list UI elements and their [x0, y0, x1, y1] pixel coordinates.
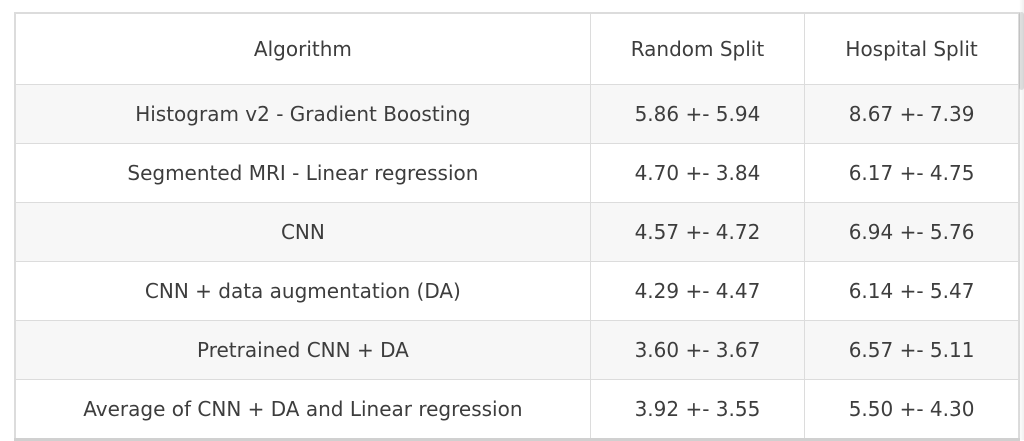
algorithm-cell: Pretrained CNN + DA	[13, 320, 591, 380]
scrollbar-thumb[interactable]	[1019, 12, 1024, 90]
header-row: Algorithm Random Split Hospital Split	[13, 12, 1021, 85]
hospital-split-cell: 8.67 +- 7.39	[804, 84, 1021, 144]
scrollbar-track[interactable]	[1019, 0, 1024, 440]
table-body: Histogram v2 - Gradient Boosting 5.86 +-…	[13, 84, 1021, 441]
hospital-split-cell: 6.94 +- 5.76	[804, 202, 1021, 262]
random-split-cell: 4.70 +- 3.84	[589, 143, 806, 203]
column-header-algorithm: Algorithm	[13, 12, 591, 85]
column-header-hospital-split: Hospital Split	[804, 12, 1021, 85]
algorithm-cell: CNN	[13, 202, 591, 262]
hospital-split-cell: 6.14 +- 5.47	[804, 261, 1021, 321]
hospital-split-cell: 6.57 +- 5.11	[804, 320, 1021, 380]
hospital-split-cell: 5.50 +- 4.30	[804, 379, 1021, 441]
table-row: Average of CNN + DA and Linear regressio…	[13, 379, 1021, 441]
algorithm-cell: CNN + data augmentation (DA)	[13, 261, 591, 321]
algorithm-cell: Segmented MRI - Linear regression	[13, 143, 591, 203]
random-split-cell: 3.60 +- 3.67	[589, 320, 806, 380]
column-header-random-split: Random Split	[589, 12, 806, 85]
hospital-split-cell: 6.17 +- 4.75	[804, 143, 1021, 203]
table-row: Segmented MRI - Linear regression 4.70 +…	[13, 143, 1021, 203]
algorithm-cell: Histogram v2 - Gradient Boosting	[13, 84, 591, 144]
results-table: Algorithm Random Split Hospital Split Hi…	[13, 12, 1021, 441]
results-table-container: Algorithm Random Split Hospital Split Hi…	[13, 12, 1021, 441]
table-row: Pretrained CNN + DA 3.60 +- 3.67 6.57 +-…	[13, 320, 1021, 380]
algorithm-cell: Average of CNN + DA and Linear regressio…	[13, 379, 591, 441]
table-row: CNN + data augmentation (DA) 4.29 +- 4.4…	[13, 261, 1021, 321]
random-split-cell: 4.29 +- 4.47	[589, 261, 806, 321]
table-row: CNN 4.57 +- 4.72 6.94 +- 5.76	[13, 202, 1021, 262]
random-split-cell: 3.92 +- 3.55	[589, 379, 806, 441]
table-row: Histogram v2 - Gradient Boosting 5.86 +-…	[13, 84, 1021, 144]
random-split-cell: 5.86 +- 5.94	[589, 84, 806, 144]
random-split-cell: 4.57 +- 4.72	[589, 202, 806, 262]
